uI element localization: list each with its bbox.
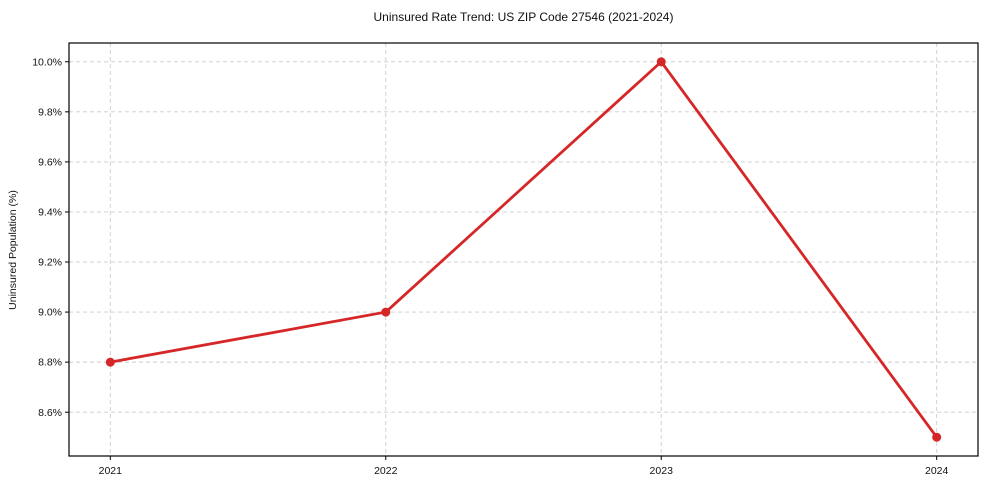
data-point-marker (656, 57, 666, 67)
y-tick-label: 8.6% (38, 407, 62, 419)
y-axis-label: Uninsured Population (%) (7, 190, 19, 310)
x-tick-label: 2021 (99, 465, 123, 477)
y-tick-label: 8.8% (38, 357, 62, 369)
data-point-marker (932, 432, 942, 442)
chart-title: Uninsured Rate Trend: US ZIP Code 27546 … (373, 10, 674, 24)
y-tick-label: 9.0% (38, 307, 62, 319)
y-tick-label: 10.0% (32, 56, 62, 68)
y-tick-label: 9.6% (38, 156, 62, 168)
plot-frame (68, 42, 979, 457)
x-tick-label: 2024 (925, 465, 949, 477)
y-tick-label: 9.8% (38, 106, 62, 118)
y-tick-label: 9.2% (38, 257, 62, 269)
trend-line (108, 60, 939, 439)
x-tick-label: 2023 (650, 465, 674, 477)
x-tick-label: 2022 (374, 465, 398, 477)
data-point-marker (381, 307, 391, 317)
y-tick-label: 9.4% (38, 207, 62, 219)
data-point-marker (105, 357, 115, 367)
